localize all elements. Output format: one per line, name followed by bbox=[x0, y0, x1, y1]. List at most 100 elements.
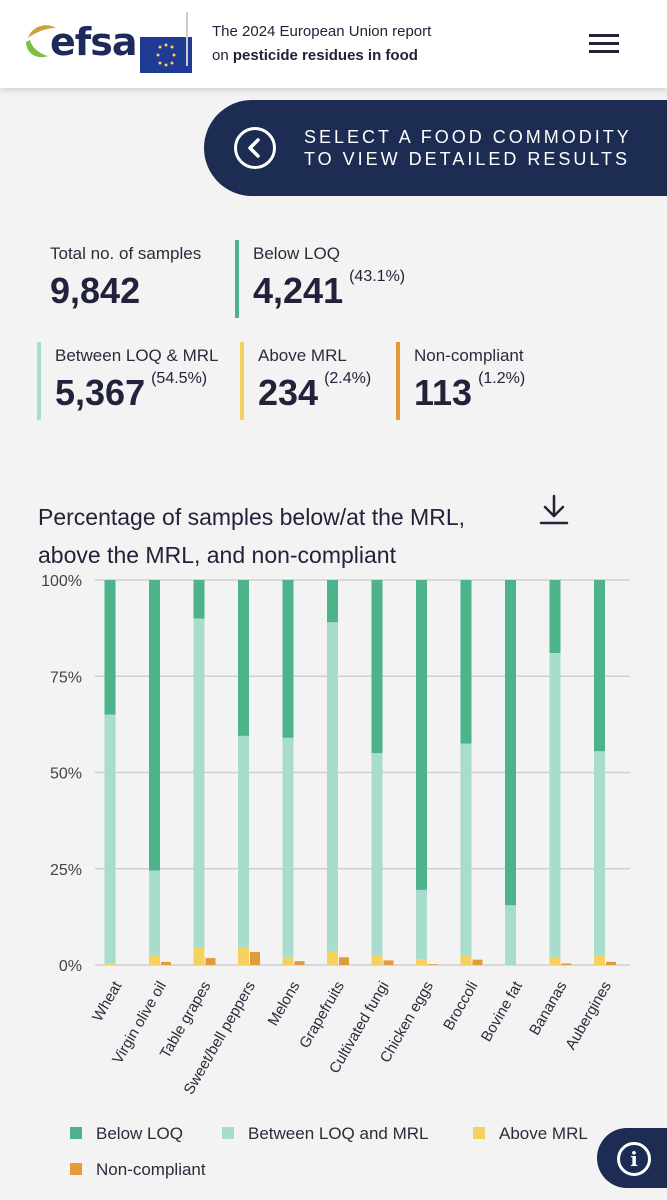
bar-between-loq-mrl[interactable] bbox=[282, 737, 294, 958]
bar-noncompliant[interactable] bbox=[472, 959, 483, 965]
legend-item-noncompliant[interactable]: Non-compliant bbox=[70, 1160, 206, 1180]
bar-noncompliant[interactable] bbox=[161, 961, 171, 965]
x-tick-label: Broccoli bbox=[440, 979, 481, 1034]
legend-item-above-mrl[interactable]: Above MRL bbox=[473, 1124, 588, 1144]
stat-label: Below LOQ bbox=[253, 244, 340, 263]
bar-noncompliant[interactable] bbox=[606, 961, 616, 965]
bar-noncompliant[interactable] bbox=[250, 951, 260, 965]
bar-above-mrl[interactable] bbox=[416, 959, 427, 965]
between-bar bbox=[37, 342, 41, 420]
banner-text: SELECT A FOOD COMMODITY TO VIEW DETAILED… bbox=[304, 127, 632, 169]
stat-value: 234 bbox=[258, 372, 319, 413]
bar-below-loq[interactable] bbox=[549, 580, 561, 654]
download-icon[interactable] bbox=[536, 492, 572, 528]
x-tick-label: Aubergines bbox=[562, 979, 615, 1053]
bar-between-loq-mrl[interactable] bbox=[149, 870, 160, 956]
y-tick-label: 0% bbox=[59, 958, 82, 975]
chevron-left-circle-icon[interactable] bbox=[234, 127, 276, 169]
bar-noncompliant[interactable] bbox=[561, 963, 572, 965]
stat-below-loq: Below LOQ 4,241 (43.1%) bbox=[253, 244, 405, 312]
bar-above-mrl[interactable] bbox=[193, 947, 205, 965]
logo-text: efsa bbox=[50, 20, 138, 64]
bar-noncompliant[interactable] bbox=[383, 960, 394, 965]
stat-label: Between LOQ & MRL bbox=[55, 346, 219, 365]
app-header: efsa The 2024 European Union report on p… bbox=[0, 0, 667, 88]
bar-between-loq-mrl[interactable] bbox=[460, 743, 472, 956]
stat-label: Total no. of samples bbox=[50, 244, 202, 263]
bar-below-loq[interactable] bbox=[505, 580, 516, 906]
x-tick-label: Bananas bbox=[526, 979, 570, 1039]
stat-pct: (2.4%) bbox=[324, 370, 372, 387]
x-tick-label: Wheat bbox=[89, 978, 126, 1025]
x-tick-label: Bovine fat bbox=[478, 978, 526, 1045]
stat-label: Non-compliant bbox=[414, 346, 524, 365]
stat-pct: (1.2%) bbox=[478, 370, 526, 387]
bar-below-loq[interactable] bbox=[327, 580, 338, 623]
bar-below-loq[interactable] bbox=[460, 580, 472, 744]
stat-value: 5,367 bbox=[55, 372, 146, 413]
stat-value: 9,842 bbox=[50, 270, 141, 311]
below-loq-bar bbox=[235, 240, 239, 318]
bar-below-loq[interactable] bbox=[416, 580, 427, 890]
bar-below-loq[interactable] bbox=[371, 580, 383, 754]
bar-noncompliant[interactable] bbox=[339, 957, 349, 965]
bar-between-loq-mrl[interactable] bbox=[549, 653, 561, 958]
stat-between: Between LOQ & MRL 5,367 (54.5%) bbox=[55, 346, 218, 414]
stat-label: Above MRL bbox=[258, 346, 347, 365]
bar-below-loq[interactable] bbox=[104, 580, 116, 715]
bar-below-loq[interactable] bbox=[238, 580, 249, 736]
stat-pct: (54.5%) bbox=[151, 370, 208, 387]
y-tick-label: 50% bbox=[50, 766, 82, 783]
bar-below-loq[interactable] bbox=[282, 580, 294, 738]
stat-total-samples: Total no. of samples 9,842 bbox=[50, 244, 201, 312]
bar-above-mrl[interactable] bbox=[238, 947, 249, 965]
bar-noncompliant[interactable] bbox=[205, 958, 216, 965]
bar-between-loq-mrl[interactable] bbox=[327, 622, 338, 952]
bar-below-loq[interactable] bbox=[193, 580, 205, 619]
bar-between-loq-mrl[interactable] bbox=[104, 714, 116, 964]
x-tick-label: Melons bbox=[265, 979, 304, 1029]
bar-above-mrl[interactable] bbox=[104, 963, 116, 965]
bar-above-mrl[interactable] bbox=[327, 951, 338, 965]
stat-noncompliant: Non-compliant 113 (1.2%) bbox=[414, 346, 525, 414]
bar-above-mrl[interactable] bbox=[594, 955, 605, 965]
select-commodity-banner[interactable]: SELECT A FOOD COMMODITY TO VIEW DETAILED… bbox=[204, 100, 667, 196]
noncompliant-bar bbox=[396, 342, 400, 420]
bar-between-loq-mrl[interactable] bbox=[193, 618, 205, 948]
efsa-logo[interactable]: efsa bbox=[22, 18, 192, 73]
info-button[interactable]: i bbox=[597, 1128, 667, 1188]
x-tick-label: Grapefruits bbox=[296, 979, 348, 1052]
stat-value: 4,241 bbox=[253, 270, 344, 311]
bar-noncompliant[interactable] bbox=[428, 964, 438, 965]
eu-flag-icon bbox=[140, 37, 192, 73]
stat-pct: (43.1%) bbox=[349, 268, 406, 285]
bar-above-mrl[interactable] bbox=[549, 957, 561, 965]
bar-between-loq-mrl[interactable] bbox=[594, 751, 605, 956]
bar-below-loq[interactable] bbox=[594, 580, 605, 752]
hamburger-menu-icon[interactable] bbox=[589, 34, 619, 54]
y-tick-label: 75% bbox=[50, 669, 82, 686]
bar-above-mrl[interactable] bbox=[460, 955, 472, 965]
bar-above-mrl[interactable] bbox=[282, 957, 294, 965]
bar-between-loq-mrl[interactable] bbox=[416, 889, 427, 960]
bar-above-mrl[interactable] bbox=[149, 955, 160, 965]
above-mrl-bar bbox=[240, 342, 244, 420]
bar-noncompliant[interactable] bbox=[294, 961, 305, 965]
legend-item-below-loq[interactable]: Below LOQ bbox=[70, 1124, 183, 1144]
legend-item-between[interactable]: Between LOQ and MRL bbox=[222, 1124, 428, 1144]
header-divider bbox=[186, 12, 188, 66]
bar-between-loq-mrl[interactable] bbox=[505, 905, 516, 965]
bar-between-loq-mrl[interactable] bbox=[371, 753, 383, 956]
efsa-leaf-icon bbox=[26, 25, 56, 58]
y-tick-label: 100% bbox=[41, 573, 82, 590]
info-icon: i bbox=[617, 1142, 651, 1176]
bar-above-mrl[interactable] bbox=[371, 955, 383, 965]
y-tick-label: 25% bbox=[50, 862, 82, 879]
bar-below-loq[interactable] bbox=[149, 580, 160, 871]
stat-value: 113 bbox=[414, 372, 473, 413]
report-title: The 2024 European Union report on pestic… bbox=[212, 23, 432, 64]
stat-above-mrl: Above MRL 234 (2.4%) bbox=[258, 346, 371, 414]
chart-title: Percentage of samples below/at the MRL, … bbox=[38, 504, 466, 568]
bar-between-loq-mrl[interactable] bbox=[238, 735, 249, 948]
